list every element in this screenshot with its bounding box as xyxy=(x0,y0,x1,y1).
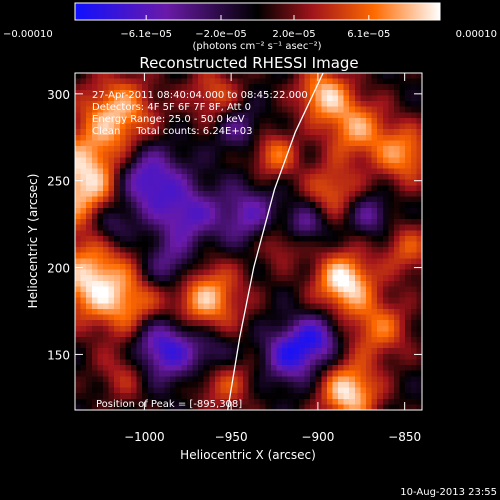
y-axis-label: Heliocentric Y (arcsec) xyxy=(26,174,40,309)
info-line-counts: Clean Total counts: 6.24E+03 xyxy=(92,126,252,137)
colorbar-tick-label: 0.00010 xyxy=(456,29,497,40)
observation-info: 27-Apr-2011 08:40:04.000 to 08:45:22.000… xyxy=(92,90,308,137)
y-tick-label: 200 xyxy=(47,262,70,276)
solar-limb-line xyxy=(227,73,324,410)
y-tick-label: 300 xyxy=(47,88,70,102)
y-tick-label: 250 xyxy=(47,175,70,189)
colorbar-ticks: −0.00010 −6.1e−05 −2.0e−05 2.0e−05 6.1e−05 0.… xyxy=(3,15,497,40)
peak-position-label: Position of Peak = [-895,308] xyxy=(96,399,242,410)
info-line-detectors: Detectors: 4F 5F 6F 7F 8F, Att 0 xyxy=(92,102,251,113)
x-tick-label: −950 xyxy=(215,430,248,444)
colorbar-tick-label: −2.0e−05 xyxy=(195,29,247,40)
x-tick-label: −1000 xyxy=(124,430,165,444)
colorbar-tick-label: −0.00010 xyxy=(3,29,53,40)
colorbar-units-label: (photons cm⁻² s⁻¹ asec⁻²) xyxy=(192,41,321,52)
x-axis-label: Heliocentric X (arcsec) xyxy=(180,448,316,462)
axis-ticks: −1000 −950 −900 −850 150 200 250 300 xyxy=(47,73,422,444)
heatmap-image xyxy=(75,73,422,410)
colorbar xyxy=(74,2,441,21)
date-stamp: 10-Aug-2013 23:55 xyxy=(400,487,497,498)
colorbar-tick-label: 6.1e−05 xyxy=(347,29,390,40)
x-tick-label: −850 xyxy=(388,430,421,444)
plot-frame xyxy=(74,72,423,411)
colorbar-tick-label: 2.0e−05 xyxy=(272,29,315,40)
x-tick-label: −900 xyxy=(301,430,334,444)
info-line-time: 27-Apr-2011 08:40:04.000 to 08:45:22.000 xyxy=(92,90,308,101)
chart-title: Reconstructed RHESSI Image xyxy=(139,54,358,72)
y-tick-label: 150 xyxy=(47,348,70,362)
info-line-energy: Energy Range: 25.0 - 50.0 keV xyxy=(92,114,245,125)
colorbar-tick-label: −6.1e−05 xyxy=(120,29,172,40)
